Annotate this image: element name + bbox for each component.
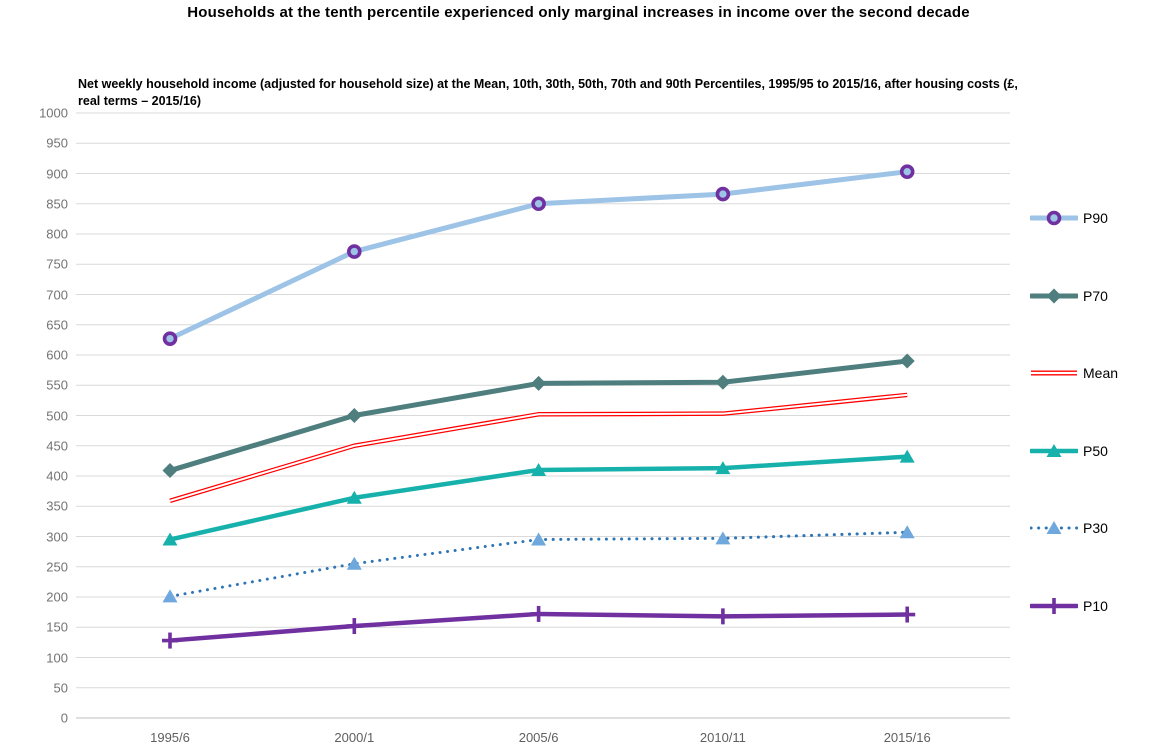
y-tick-label: 50 [53,680,68,696]
y-tick-label: 900 [46,166,68,181]
series-marker-p90 [715,186,731,202]
series-p50 [162,449,915,546]
series-marker-p70 [162,463,178,479]
series-p70 [162,353,915,479]
series-marker-p50 [1046,443,1062,457]
series-marker-p70 [899,353,915,369]
series-line-core-mean [169,393,908,502]
x-tick-label: 2000/1 [334,730,375,745]
legend-swatch-p30-icon [1030,521,1078,534]
legend-swatch-p70-icon [1030,288,1078,303]
chart-subtitle: Net weekly household income (adjusted fo… [78,77,1018,108]
y-tick-label: 950 [46,135,68,151]
x-tick-label: 2005/6 [518,730,559,745]
y-tick-label: 0 [60,710,68,726]
legend-swatch-p10-icon [1030,597,1078,614]
y-tick-label: 700 [46,287,68,302]
series-marker-p30 [715,531,731,545]
series-marker-p70 [531,375,547,391]
series-p10 [162,605,916,649]
legend-label-p50: P50 [1083,442,1108,459]
y-tick-label: 550 [46,377,68,393]
y-tick-label: 250 [46,559,68,575]
series-marker-p90 [1046,210,1062,226]
legend-item-p10: P10 [1030,594,1108,618]
y-tick-label: 350 [46,498,68,514]
series-marker-p30 [346,556,362,570]
legend-item-p30: P30 [1030,516,1108,540]
y-tick-label: 750 [46,256,68,272]
legend-label-p90: P90 [1083,210,1108,226]
series-marker-p90 [162,331,178,346]
y-tick-label: 800 [46,226,68,242]
y-tick-label: 150 [46,619,68,635]
x-tick-label: 2010/11 [699,730,746,745]
series-p30 [162,525,915,603]
series-marker-p30 [531,532,547,546]
x-tick-label: 2015/16 [883,730,931,745]
series-mean [169,392,908,503]
legend-item-p90: P90 [1030,206,1108,230]
series-marker-p30 [162,589,178,603]
series-marker-p90 [531,196,546,212]
legend-swatch-p50-icon [1030,443,1078,457]
y-tick-label: 300 [46,529,68,544]
legend-item-mean: Mean [1030,361,1118,385]
series-marker-p50 [346,490,362,504]
series-marker-p70 [346,408,362,423]
series-marker-p90 [899,164,915,179]
legend-swatch-p90-icon [1030,210,1078,226]
y-tick-label: 100 [46,650,68,665]
y-tick-label: 500 [46,408,68,423]
series-marker-p30 [1046,521,1062,534]
series-line-mean [169,392,908,503]
legend-item-p50: P50 [1030,439,1108,463]
legend-label-p70: P70 [1083,287,1108,304]
legend-label-mean: Mean [1083,365,1119,381]
x-tick-label: 1995/6 [150,730,190,745]
series-marker-p50 [162,532,178,546]
y-tick-label: 600 [46,347,68,363]
series-marker-p50 [715,461,731,475]
series-marker-p30 [899,525,915,539]
series-marker-p50 [899,449,915,463]
series-marker-p70 [1046,288,1062,303]
series-marker-p70 [715,374,731,390]
y-tick-label: 200 [46,589,68,605]
series-marker-p50 [531,462,547,476]
y-tick-label: 650 [46,317,68,333]
y-tick-label: 450 [46,438,68,454]
legend-label-p30: P30 [1083,520,1108,536]
y-tick-label: 1000 [39,105,68,121]
legend-item-p70: P70 [1030,284,1108,308]
legend-swatch-mean-icon [1031,370,1077,376]
y-tick-label: 400 [46,468,68,484]
series-marker-p90 [346,244,362,259]
legend-label-p10: P10 [1083,597,1108,614]
y-tick-label: 850 [46,196,68,212]
series-p90 [162,164,915,346]
chart-title: Households at the tenth percentile exper… [187,4,970,21]
